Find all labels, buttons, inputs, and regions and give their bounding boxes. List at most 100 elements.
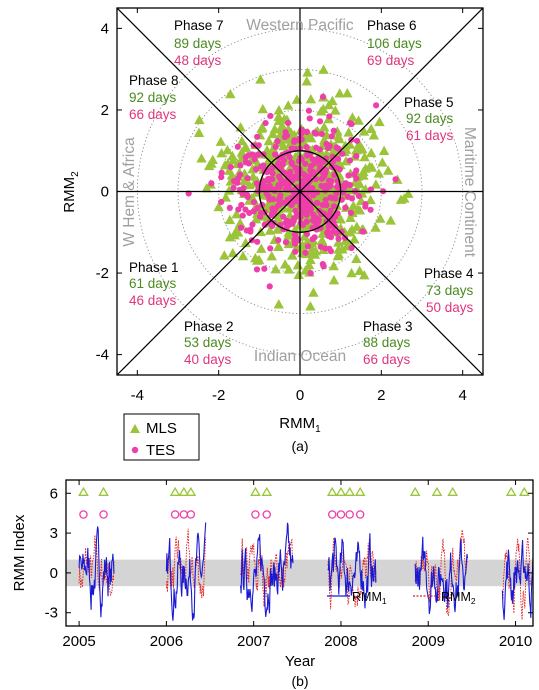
tes-point <box>267 245 274 252</box>
mls-point <box>385 215 396 225</box>
phase-labels: Phase 1 61 days 46 days Phase 2 53 days … <box>129 18 474 367</box>
tes-event-marker <box>170 510 180 519</box>
mls-point <box>328 260 339 271</box>
tes-point <box>304 243 312 250</box>
mls-point <box>378 145 390 156</box>
unit-circle <box>258 150 342 233</box>
mls-point <box>333 244 344 254</box>
tes-point <box>247 226 254 233</box>
tes-point <box>326 245 333 252</box>
rmm1-line <box>240 522 294 617</box>
axis-ticks-a: -4 -2 0 2 4 4 2 0 -2 -4 <box>96 8 483 404</box>
mls-point <box>346 267 357 278</box>
mls-event-marker <box>178 486 190 496</box>
mls-point <box>316 235 328 245</box>
tes-point <box>307 167 314 174</box>
tes-point <box>303 143 310 151</box>
tes-point <box>267 112 274 120</box>
tes-point <box>328 133 335 140</box>
region-bottom-label: Indian Ocean <box>254 348 346 365</box>
tes-point <box>288 160 296 168</box>
tes-point <box>392 176 399 183</box>
tes-point <box>353 175 360 182</box>
mls-point <box>273 104 285 115</box>
mls-point <box>382 165 394 175</box>
legend-rmm2-label: RMM2 <box>441 590 476 606</box>
legend-mls-label: MLS <box>146 420 177 437</box>
tes-point <box>266 283 273 290</box>
tes-point <box>249 221 256 228</box>
tes-point <box>313 144 320 151</box>
tes-point <box>318 182 325 190</box>
mls-point <box>374 116 385 127</box>
mls-point <box>240 142 252 153</box>
mls-point <box>346 224 358 234</box>
tes-point <box>327 234 335 241</box>
phase-6-mls-days: 106 days <box>367 36 422 51</box>
panel-a: -4 -2 0 2 4 4 2 0 -2 -4 Western Pacific Indian Oc… <box>61 7 484 461</box>
tes-point <box>258 163 265 170</box>
mls-point <box>250 252 261 263</box>
tes-point <box>246 209 253 217</box>
mls-point <box>368 130 380 140</box>
tes-point <box>317 163 324 170</box>
mls-point <box>366 162 378 172</box>
mls-point <box>225 88 236 99</box>
mls-point <box>237 250 249 261</box>
y-tick-label-b: 6 <box>50 485 58 502</box>
mls-event-marker <box>169 486 181 496</box>
mls-point <box>235 122 246 132</box>
tes-event-marker <box>99 510 108 519</box>
tes-point <box>309 236 316 243</box>
x-tick-label-b: 2008 <box>324 633 357 650</box>
event-markers <box>78 486 530 519</box>
tes-point <box>290 138 298 146</box>
tes-point <box>317 224 324 232</box>
mls-event-marker <box>447 486 459 496</box>
tes-point <box>251 156 258 163</box>
mls-point <box>317 228 328 238</box>
tes-point <box>302 160 309 167</box>
x-axis-title-a-sub: 1 <box>315 424 321 435</box>
phase-2-tes-days: 40 days <box>184 352 232 367</box>
tes-point <box>234 175 242 182</box>
tes-point <box>348 244 355 252</box>
tes-point <box>353 137 361 144</box>
mls-point <box>250 214 262 224</box>
rmm2-line <box>327 537 377 610</box>
tes-point <box>305 107 313 114</box>
mls-point <box>328 274 340 285</box>
tes-point <box>281 133 289 141</box>
mls-point <box>403 188 414 198</box>
mls-point <box>278 140 289 151</box>
mls-point <box>293 269 304 280</box>
tes-point <box>280 157 288 164</box>
tes-point <box>234 143 241 150</box>
mls-point <box>207 154 218 164</box>
mls-point <box>354 265 365 275</box>
tes-point <box>334 155 342 162</box>
x-tick-label-b: 2006 <box>150 633 183 650</box>
rmm1-line <box>501 539 533 620</box>
plot-frame-b <box>65 479 534 627</box>
mls-point <box>222 144 233 155</box>
tes-point <box>345 172 352 179</box>
tes-point <box>218 174 225 181</box>
tes-point <box>287 168 294 175</box>
tes-point <box>326 113 333 120</box>
tes-point <box>355 193 363 200</box>
tes-point <box>263 184 271 191</box>
mls-point <box>203 160 215 171</box>
tes-point <box>261 265 268 272</box>
tes-point <box>353 167 360 174</box>
mls-point <box>308 287 319 297</box>
tes-point <box>332 195 339 202</box>
tes-point <box>335 235 342 242</box>
mls-point <box>318 121 330 132</box>
tes-point <box>309 156 316 163</box>
tes-point <box>292 248 299 255</box>
mls-point <box>353 115 364 125</box>
tes-point <box>319 93 327 100</box>
rmm1-line <box>78 526 115 618</box>
